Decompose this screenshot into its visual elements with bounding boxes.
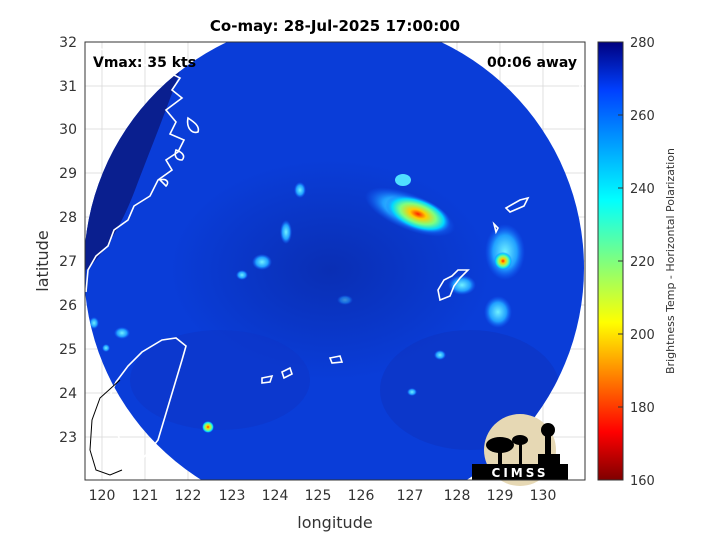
y-axis-label: latitude: [33, 230, 52, 291]
colorbar: 160 180 200 220 240 260 280 Brightness T…: [597, 36, 677, 489]
colorbar-tick: 160: [630, 474, 655, 489]
x-tick-labels: 120 121 122 123 124 125 126 127 128 129 …: [89, 488, 557, 504]
x-tick: 120: [89, 488, 116, 504]
cimss-logo: CIMSS: [472, 414, 568, 486]
colorbar-label: Brightness Temp - Horizontal Polarizatio…: [664, 148, 677, 374]
y-tick: 27: [59, 254, 77, 270]
y-tick-labels: 23 24 25 26 27 28 29 30 31 32: [59, 35, 77, 446]
colorbar-tick: 280: [630, 36, 655, 51]
x-tick: 128: [444, 488, 471, 504]
x-axis-label: longitude: [297, 513, 372, 532]
logo-text: CIMSS: [492, 466, 549, 480]
x-tick: 129: [487, 488, 514, 504]
x-tick: 127: [397, 488, 424, 504]
x-tick: 125: [305, 488, 332, 504]
y-tick: 31: [59, 79, 77, 95]
y-tick: 23: [59, 430, 77, 446]
y-tick: 25: [59, 342, 77, 358]
x-tick: 123: [219, 488, 246, 504]
x-tick: 122: [175, 488, 202, 504]
time-offset-label: 00:06 away: [487, 55, 577, 71]
colorbar-tick: 220: [630, 255, 655, 270]
chart-title: Co-may: 28-Jul-2025 17:00:00: [210, 17, 460, 35]
x-tick: 130: [530, 488, 557, 504]
taiwan-mainland-outline: [89, 379, 123, 476]
colorbar-tick: 180: [630, 401, 655, 416]
plot-area: Vmax: 35 kts 00:06 away CIMSS: [84, 41, 586, 486]
colorbar-tick: 200: [630, 328, 655, 343]
axes-frame: [84, 41, 586, 481]
y-tick: 26: [59, 298, 77, 314]
y-tick: 24: [59, 386, 77, 402]
y-tick: 30: [59, 122, 77, 138]
x-tick: 121: [132, 488, 159, 504]
y-tick: 32: [59, 35, 77, 51]
x-tick: 126: [348, 488, 375, 504]
x-tick: 124: [262, 488, 289, 504]
y-tick: 28: [59, 210, 77, 226]
colorbar-tick: 260: [630, 109, 655, 124]
y-tick: 29: [59, 166, 77, 182]
coastlines: [85, 45, 585, 472]
colorbar-tick: 240: [630, 182, 655, 197]
vmax-label: Vmax: 35 kts: [93, 55, 196, 71]
